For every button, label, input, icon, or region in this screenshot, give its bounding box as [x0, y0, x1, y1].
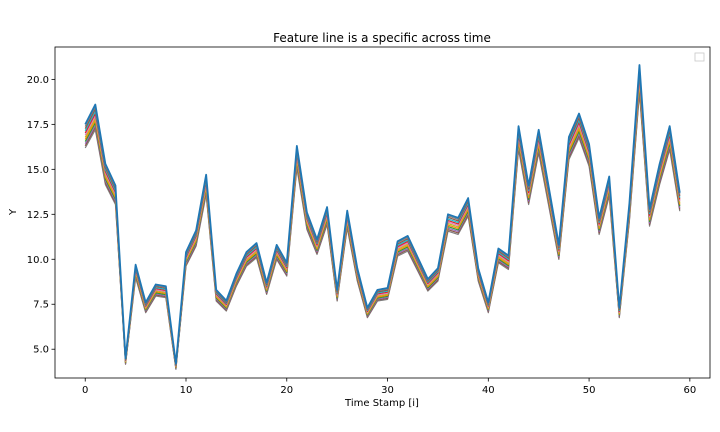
legend-box [694, 52, 705, 62]
x-tick-label: 50 [583, 385, 596, 396]
x-tick-label: 20 [280, 385, 293, 396]
x-tick-label: 0 [82, 385, 88, 396]
x-axis-label: Time Stamp [i] [344, 398, 419, 409]
x-tick-label: 60 [683, 385, 696, 396]
x-axis: 0 10 20 30 40 50 60 [82, 378, 696, 396]
series-line-12 [84, 64, 681, 365]
y-tick-label: 17.5 [27, 120, 49, 131]
y-tick-label: 20.0 [27, 75, 49, 86]
y-tick-label: 15.0 [27, 165, 49, 176]
y-axis-label: Y [8, 208, 19, 216]
x-tick-label: 40 [482, 385, 495, 396]
y-tick-label: 5.0 [33, 345, 49, 356]
y-tick-label: 12.5 [27, 210, 49, 221]
y-tick-label: 7.5 [33, 300, 49, 311]
x-tick-label: 10 [180, 385, 193, 396]
y-tick-label: 10.0 [27, 255, 49, 266]
series-layer [84, 64, 681, 370]
plot-frame [54, 46, 711, 379]
chart-title: Feature line is a specific across time [273, 31, 491, 45]
y-axis: 5.0 7.5 10.0 12.5 15.0 17.5 20.0 [27, 75, 55, 356]
x-tick-label: 30 [381, 385, 394, 396]
